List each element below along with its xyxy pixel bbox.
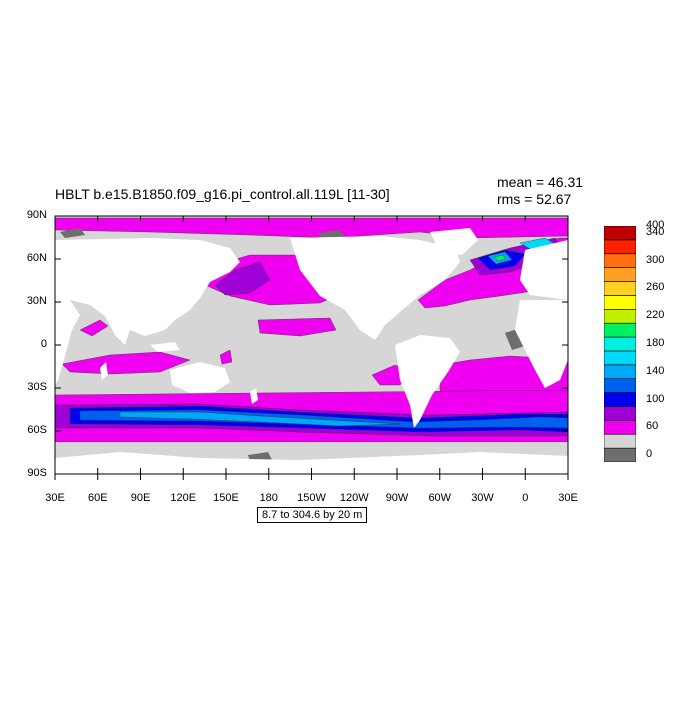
lon-label: 120E	[170, 492, 197, 504]
land-madagascar	[100, 362, 108, 380]
land-australia	[170, 362, 230, 393]
land-africa-east	[515, 300, 568, 388]
north-pacific-purple	[214, 261, 271, 296]
north-atlantic-green	[493, 254, 507, 262]
colorbar-label: 340	[646, 225, 665, 238]
colorbar-label: 300	[646, 253, 665, 266]
colorbar-swatch	[604, 322, 636, 338]
colorbar-swatch	[604, 253, 636, 268]
land-eurasia	[55, 238, 240, 345]
axis-ticks	[54, 215, 569, 480]
colorbar-label: 220	[646, 309, 665, 322]
lon-label: 120W	[339, 492, 369, 504]
colorbar-swatch	[604, 350, 636, 366]
lat-label: 0	[40, 338, 47, 350]
colorbar-label: 0	[646, 448, 653, 461]
lon-label: 30E	[45, 492, 65, 504]
lat-label: 30S	[27, 381, 47, 393]
colorbar-swatch	[604, 433, 636, 449]
dark-patch-1	[60, 228, 85, 238]
lon-label: 60W	[428, 492, 452, 504]
southern-ocean-light-blue	[119, 411, 401, 427]
lat-label: 60N	[26, 252, 47, 264]
land-indonesia	[150, 342, 180, 352]
colorbar-swatch	[604, 336, 636, 352]
colorbar-label: 260	[646, 281, 665, 294]
rms-value: rms = 52.67	[497, 191, 572, 207]
land-north-america	[290, 236, 460, 340]
lon-label: 150E	[213, 492, 239, 504]
land-greenland	[430, 228, 478, 255]
colorbar-swatch	[604, 406, 636, 421]
lon-label: 90W	[385, 492, 409, 504]
land-new-zealand	[250, 388, 258, 404]
colorbar-swatch	[604, 378, 636, 393]
lon-label: 60E	[87, 492, 108, 504]
lon-label: 0	[522, 492, 529, 504]
lon-label: 90E	[130, 492, 151, 504]
arabian-sea-magenta	[79, 319, 109, 337]
colorbar-swatch	[604, 295, 636, 310]
mean-value: mean = 46.31	[497, 174, 584, 190]
colorbar-swatch	[604, 364, 636, 380]
lon-label: 30E	[558, 492, 578, 504]
colorbar-swatch	[604, 267, 636, 282]
lon-label: 180	[259, 492, 278, 504]
colorbar-swatch	[604, 420, 636, 435]
map-field	[55, 216, 568, 474]
colorbar-label: 180	[646, 337, 665, 349]
land-south-america	[395, 335, 460, 428]
colorbar-swatch	[604, 447, 636, 462]
colorbar-swatch	[604, 308, 636, 324]
indian-ocean-magenta	[61, 351, 191, 375]
colorbar-swatch	[604, 239, 636, 255]
plot-title: HBLT b.e15.B1850.f09_g16.pi_control.all.…	[55, 186, 390, 202]
lat-label: 90S	[27, 467, 47, 479]
lon-label: 30W	[471, 492, 494, 504]
tasman-magenta	[219, 349, 233, 365]
lat-label: 30N	[26, 295, 47, 307]
contour-info-box: 8.7 to 304.6 by 20 m	[257, 507, 368, 523]
dark-patch-3	[248, 452, 272, 461]
colorbar-swatch	[604, 226, 636, 241]
lon-label: 150W	[297, 492, 326, 504]
colorbar-swatch	[604, 392, 636, 407]
colorbar	[604, 226, 636, 462]
colorbar-label: 60	[646, 420, 659, 433]
land-africa	[55, 300, 80, 385]
lat-label: 60S	[27, 424, 47, 436]
land-europe	[520, 240, 568, 300]
colorbar-label: 140	[646, 364, 665, 377]
antarctic-fringe	[55, 442, 568, 458]
lat-label: 90N	[26, 209, 47, 221]
equatorial-pacific-magenta	[257, 317, 337, 337]
colorbar-swatch	[604, 281, 636, 296]
colorbar-label: 400	[646, 219, 665, 232]
colorbar-label: 100	[646, 392, 665, 405]
